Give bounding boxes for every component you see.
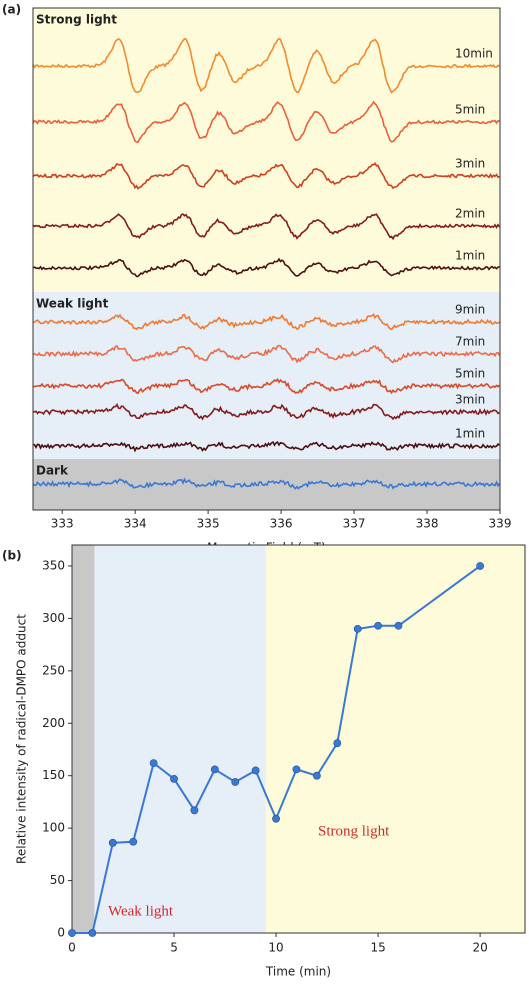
y-tick-label: 50 — [50, 873, 65, 887]
region-band — [72, 545, 95, 933]
x-tick-label: 335 — [197, 517, 220, 531]
x-tick-label: 338 — [416, 517, 439, 531]
y-tick-label: 150 — [42, 768, 65, 782]
trace-label: 1min — [455, 249, 485, 263]
trace-label: 7min — [455, 335, 485, 349]
y-tick-label: 300 — [42, 611, 65, 625]
region-annotation: Weak light — [108, 903, 174, 919]
data-point — [129, 837, 138, 846]
data-point — [231, 778, 240, 786]
y-tick-label: 250 — [42, 663, 65, 677]
spectrum-trace — [32, 37, 500, 94]
trace-label: 10min — [455, 47, 493, 61]
y-tick-label: 350 — [42, 558, 65, 572]
x-tick-label: 333 — [51, 517, 74, 531]
x-tick-label: 15 — [370, 941, 385, 955]
group-label: Dark — [36, 464, 69, 478]
spectrum-trace — [32, 162, 500, 190]
x-tick-label: 0 — [68, 941, 76, 955]
spectrum-trace — [33, 440, 500, 453]
spectrum-trace — [32, 213, 501, 241]
trace-label: 1min — [455, 427, 485, 441]
region-band — [33, 8, 500, 292]
x-tick-label: 337 — [343, 517, 366, 531]
trace-label: 9min — [455, 303, 485, 317]
spectrum-trace — [32, 257, 500, 278]
data-point — [190, 806, 199, 815]
trace-label: 2min — [455, 207, 485, 221]
plot-frame — [32, 7, 501, 511]
spectrum-trace — [32, 344, 501, 364]
data-point — [170, 774, 178, 783]
data-point — [88, 929, 97, 937]
y-axis-label: Relative intensity of radical-DMPO adduc… — [15, 614, 29, 864]
spectrum-trace — [32, 403, 500, 421]
x-tick-label: 10 — [268, 941, 283, 955]
spectrum-trace — [32, 100, 500, 143]
spectrum-trace — [33, 313, 500, 331]
x-tick-label: 20 — [472, 941, 487, 955]
x-tick-label: 339 — [489, 517, 512, 531]
group-label: Strong light — [36, 13, 117, 27]
data-point — [108, 838, 117, 847]
trace-label: 5min — [455, 103, 485, 117]
y-tick-label: 100 — [42, 821, 65, 835]
data-point — [394, 621, 403, 630]
spectrum-trace — [32, 477, 501, 490]
trace-label: 3min — [455, 393, 485, 407]
data-point — [333, 739, 342, 748]
panel-label: (a) — [2, 3, 21, 17]
region-band — [94, 545, 266, 933]
x-axis-label: Time (min) — [265, 965, 331, 979]
plot-frame — [71, 544, 526, 934]
panel-label: (b) — [2, 549, 22, 563]
group-label: Weak light — [36, 297, 109, 311]
data-point — [476, 562, 485, 570]
region-annotation: Strong light — [318, 823, 390, 839]
data-point — [312, 771, 321, 780]
x-tick-label: 334 — [124, 517, 147, 531]
trace-label: 5min — [455, 367, 485, 381]
data-point — [251, 766, 260, 775]
data-point — [292, 765, 301, 774]
region-band — [33, 292, 500, 459]
spectrum-trace — [32, 377, 501, 395]
data-point — [374, 621, 382, 630]
x-tick-label: 5 — [170, 941, 178, 955]
y-tick-label: 0 — [57, 926, 65, 940]
data-point — [353, 624, 362, 633]
trace-label: 3min — [455, 157, 485, 171]
region-band — [265, 545, 525, 933]
data-point — [68, 929, 76, 937]
data-point — [149, 759, 158, 768]
data-point — [210, 765, 219, 774]
data-point — [272, 814, 280, 823]
x-tick-label: 336 — [270, 517, 293, 531]
y-tick-label: 200 — [42, 716, 65, 730]
